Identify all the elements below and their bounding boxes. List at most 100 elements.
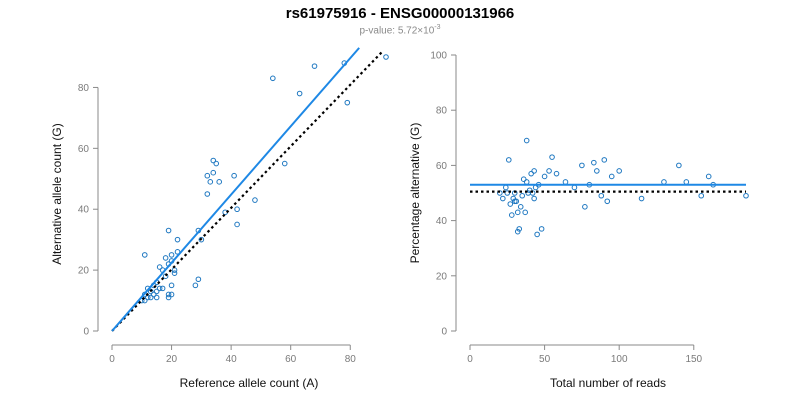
left-y-tick-label-0: 0 [83, 327, 89, 338]
left-data-point-17 [162, 255, 169, 261]
left-data-point-20 [165, 291, 172, 298]
right-data-point-33 [582, 204, 588, 210]
left-y-axis-label: Alternative allele count (G) [50, 123, 64, 264]
left-data-point-40 [231, 172, 237, 179]
left-data-point-23 [168, 291, 175, 298]
left-data-point-42 [234, 206, 240, 213]
left-data-point-13 [156, 264, 163, 270]
right-data-point-12 [517, 204, 524, 210]
left-data-point-31 [192, 282, 199, 289]
right-y-tick-label-3: 60 [436, 161, 448, 172]
right-data-point-52 [514, 209, 521, 216]
right-x-tick-label-2: 100 [611, 354, 628, 365]
right-y-axis-label: Percentage alternative (G) [408, 123, 422, 264]
left-data-point-50 [383, 54, 389, 60]
right-data-point-37 [598, 192, 605, 199]
left-x-tick-label-1: 20 [166, 354, 178, 365]
left-y-tick-label-4: 80 [78, 83, 90, 94]
right-data-point-5 [507, 201, 514, 207]
right-data-point-38 [601, 157, 608, 163]
right-data-point-36 [594, 168, 600, 174]
right-data-point-25 [538, 226, 545, 232]
right-x-axis-label: Total number of reads [550, 376, 666, 390]
left-data-point-45 [281, 160, 288, 167]
right-data-point-28 [549, 154, 555, 160]
left-data-point-12 [156, 285, 163, 292]
left-data-point-35 [207, 179, 214, 185]
right-data-point-51 [511, 198, 518, 205]
right-data-point-26 [541, 173, 548, 180]
right-data-point-40 [608, 173, 615, 180]
left-data-point-41 [234, 221, 240, 228]
left-reference-line [111, 50, 384, 332]
right-data-point-4 [505, 157, 512, 163]
left-x-tick-label-3: 60 [285, 354, 297, 365]
left-data-point-51 [216, 179, 223, 185]
right-y-tick-label-2: 40 [436, 216, 448, 227]
right-data-point-53 [531, 168, 537, 174]
left-data-point-49 [344, 99, 351, 106]
right-data-point-21 [531, 195, 537, 202]
right-data-point-49 [743, 192, 749, 199]
chart-subtitle: p-value: 5.72×10-3 [0, 24, 800, 36]
right-data-point-7 [510, 195, 517, 202]
right-y-tick-label-1: 20 [436, 271, 448, 282]
right-x-tick-label-3: 150 [685, 354, 702, 365]
left-y-tick-label-2: 40 [78, 205, 90, 216]
left-x-tick-label-2: 40 [226, 354, 238, 365]
right-data-point-47 [705, 173, 712, 180]
right-data-point-50 [523, 179, 530, 185]
left-data-point-6 [147, 294, 154, 301]
right-data-point-13 [519, 192, 526, 199]
left-data-point-34 [204, 191, 211, 197]
left-data-point-38 [210, 157, 217, 164]
left-x-tick-label-4: 80 [345, 354, 357, 365]
left-data-point-9 [153, 288, 160, 295]
left-x-tick-label-0: 0 [109, 354, 115, 365]
right-data-point-19 [528, 170, 534, 177]
right-y-tick-label-0: 0 [441, 327, 447, 338]
left-data-point-32 [195, 276, 202, 283]
right-y-tick-label-5: 100 [430, 51, 447, 62]
left-data-point-43 [252, 197, 258, 203]
right-data-point-27 [546, 168, 552, 174]
right-data-point-3 [504, 190, 511, 196]
left-data-point-15 [159, 285, 166, 292]
right-data-point-18 [526, 187, 533, 194]
right-data-point-11 [516, 226, 523, 232]
left-data-point-29 [141, 252, 148, 258]
chart-title: rs61975916 - ENSG00000131966 [285, 5, 515, 22]
right-data-point-14 [520, 176, 527, 182]
left-data-point-30 [165, 227, 172, 234]
right-data-point-6 [508, 212, 515, 218]
right-y-tick-label-4: 80 [436, 106, 448, 117]
right-data-point-2 [503, 184, 509, 191]
right-data-point-29 [553, 170, 560, 177]
left-data-point-47 [311, 63, 318, 69]
right-data-point-45 [683, 179, 690, 185]
right-data-point-46 [698, 192, 705, 199]
left-data-point-5 [147, 288, 154, 295]
right-data-point-39 [604, 198, 611, 205]
left-data-point-7 [150, 291, 157, 298]
right-data-point-1 [500, 195, 506, 202]
left-data-point-52 [198, 236, 205, 243]
right-data-point-16 [523, 137, 530, 144]
right-data-point-30 [562, 179, 569, 185]
right-data-point-31 [571, 184, 578, 191]
left-y-tick-label-1: 20 [78, 266, 90, 277]
left-data-point-46 [296, 90, 303, 97]
right-data-point-41 [616, 168, 622, 174]
left-data-point-26 [171, 267, 178, 273]
p-value-exponent: -3 [434, 24, 441, 31]
right-data-point-35 [591, 159, 597, 166]
right-data-point-44 [676, 162, 682, 169]
p-value-text: p-value: 5.72×10 [359, 25, 435, 37]
right-x-tick-label-1: 50 [539, 354, 551, 365]
left-data-point-19 [165, 294, 172, 301]
left-data-point-37 [213, 160, 220, 167]
left-data-point-10 [153, 294, 160, 301]
left-data-point-21 [168, 252, 175, 258]
